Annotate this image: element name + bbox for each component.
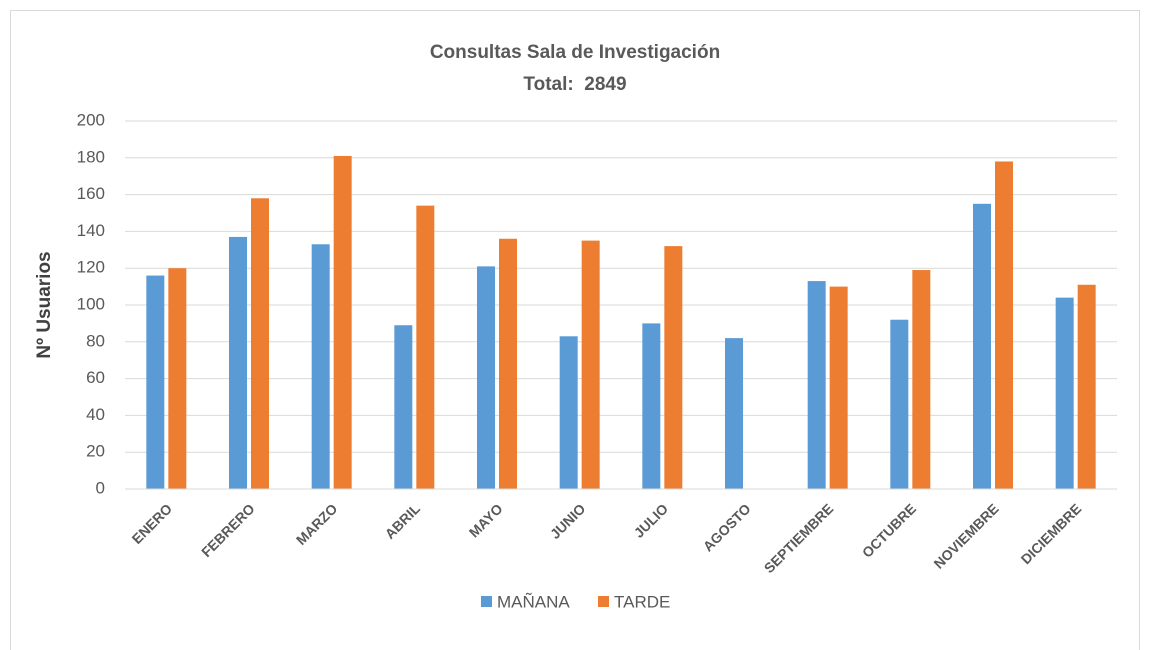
y-axis-label: Nº Usuarios [34,251,55,358]
bar [890,319,909,489]
chart-subtitle: Total: 2849 [523,74,626,95]
chart-title: Consultas Sala de Investigación [430,42,720,63]
bar [333,155,352,489]
bar [168,268,187,489]
bar [664,246,683,489]
y-tick-label: 100 [77,294,105,313]
bar [229,236,247,489]
legend-swatch [598,596,609,607]
legend-label: TARDE [614,592,670,611]
y-tick-label: 180 [77,147,105,166]
legend-swatch [481,596,492,607]
y-tick-label: 200 [77,110,105,129]
legend-label: MAÑANA [497,592,570,611]
bar [146,275,165,489]
bar [251,198,269,489]
bar [642,323,661,489]
y-tick-label: 20 [86,442,105,461]
chart-frame [10,10,1140,650]
bar [477,266,495,489]
y-tick-label: 40 [86,405,105,424]
y-tick-label: 120 [77,258,105,277]
bar [559,336,578,489]
bar [725,338,743,489]
bar [581,240,600,489]
bar [394,325,413,489]
bar [311,244,330,489]
y-tick-label: 160 [77,184,105,203]
bar [1077,284,1096,489]
bar [807,281,826,489]
bar [829,286,848,489]
y-tick-label: 140 [77,221,105,240]
y-tick-label: 80 [86,331,105,350]
y-tick-label: 0 [96,478,105,497]
bar [499,238,517,489]
bar [912,270,931,489]
bar [995,161,1013,490]
y-tick-label: 60 [86,368,105,387]
bar [1055,297,1074,489]
bar [973,203,991,490]
bar [416,205,435,489]
